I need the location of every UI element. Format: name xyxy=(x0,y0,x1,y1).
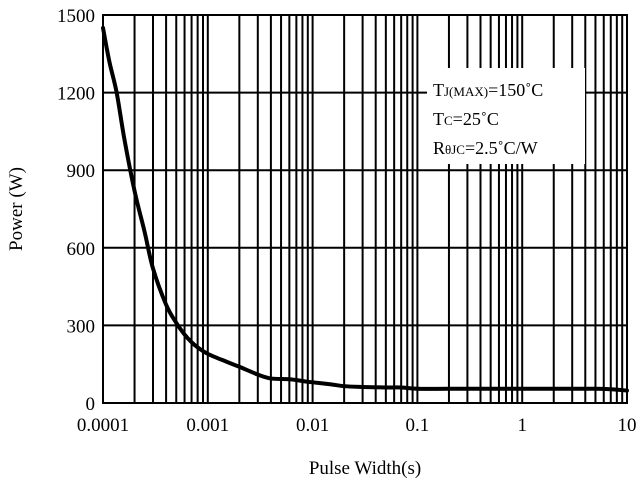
power-curve-line xyxy=(101,25,629,393)
x-axis-title: Pulse Width(s) xyxy=(309,458,421,479)
x-tick-label: 0.0001 xyxy=(77,415,129,436)
y-tick-label: 300 xyxy=(67,316,96,337)
operating-conditions-annotation: TJ(MAX)=150˚C TC=25˚C RθJC=2.5˚C/W xyxy=(427,68,585,164)
y-tick-label: 900 xyxy=(67,161,96,182)
tick-labels: 0.0001 0.001 0.01 0.1 1 10 0 300 600 900 1200 1500 xyxy=(57,6,637,436)
grid-lines xyxy=(103,15,627,403)
y-tick-label: 0 xyxy=(86,394,96,415)
y-tick-label: 600 xyxy=(67,239,96,260)
annotation-tj-max: TJ(MAX)=150˚C xyxy=(433,80,543,100)
annotation-background xyxy=(427,68,585,164)
y-axis-title: Power (W) xyxy=(6,167,27,251)
plot-area-frame xyxy=(102,14,628,404)
annotation-tc: TC=25˚C xyxy=(433,109,499,129)
y-tick-label: 1500 xyxy=(57,6,95,27)
annotation-r-theta-jc: RθJC=2.5˚C/W xyxy=(433,138,538,158)
x-tick-label: 10 xyxy=(618,415,637,436)
x-tick-label: 0.1 xyxy=(406,415,430,436)
x-tick-label: 0.01 xyxy=(296,415,329,436)
x-tick-label: 1 xyxy=(517,415,527,436)
data-series xyxy=(101,25,629,393)
y-tick-label: 1200 xyxy=(57,84,95,105)
x-tick-label: 0.001 xyxy=(186,415,229,436)
